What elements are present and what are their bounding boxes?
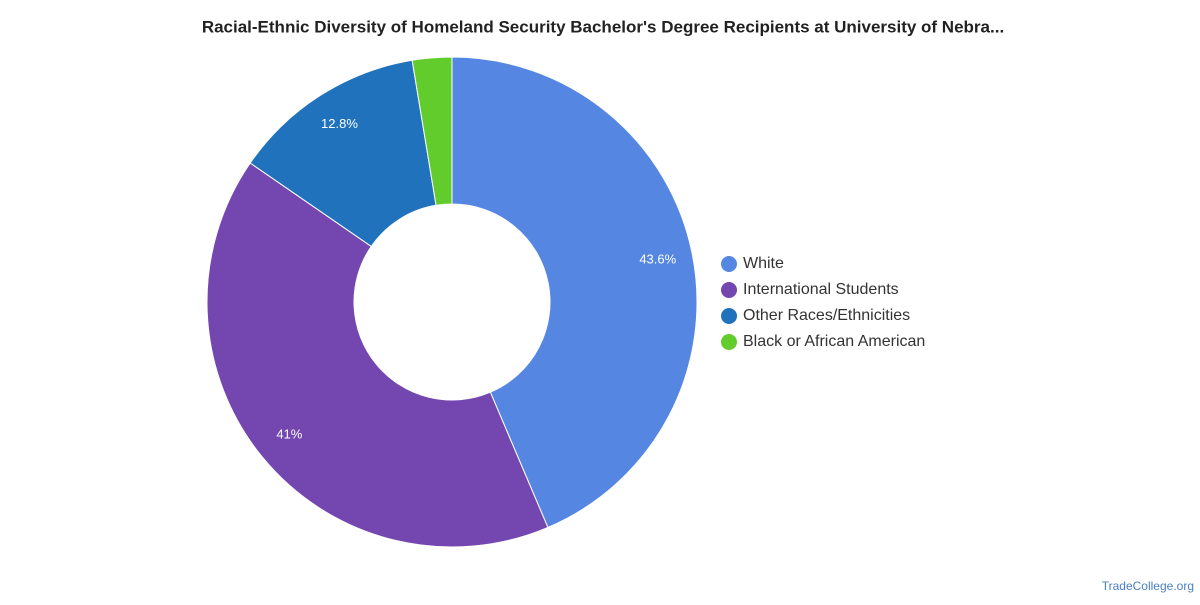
- slice: [206, 162, 549, 548]
- value-label: 43.6%: [639, 251, 676, 266]
- value-label: 12.8%: [321, 116, 358, 131]
- source: TradeCollege.org: [1102, 579, 1194, 593]
- legend-label: White: [743, 255, 784, 272]
- legend-marker: [721, 282, 737, 298]
- chart-title: Racial-Ethnic Diversity of Homeland Secu…: [202, 17, 1004, 36]
- legend-label: International Students: [743, 281, 899, 298]
- slice: [451, 56, 698, 529]
- value-label: 41%: [276, 426, 302, 441]
- legend-marker: [721, 256, 737, 272]
- legend-marker: [721, 308, 737, 324]
- legend-label: Other Races/Ethnicities: [743, 307, 910, 324]
- legend-marker: [721, 334, 737, 350]
- slice: [411, 56, 453, 206]
- legend-label: Black or African American: [743, 333, 925, 350]
- slice: [249, 59, 437, 248]
